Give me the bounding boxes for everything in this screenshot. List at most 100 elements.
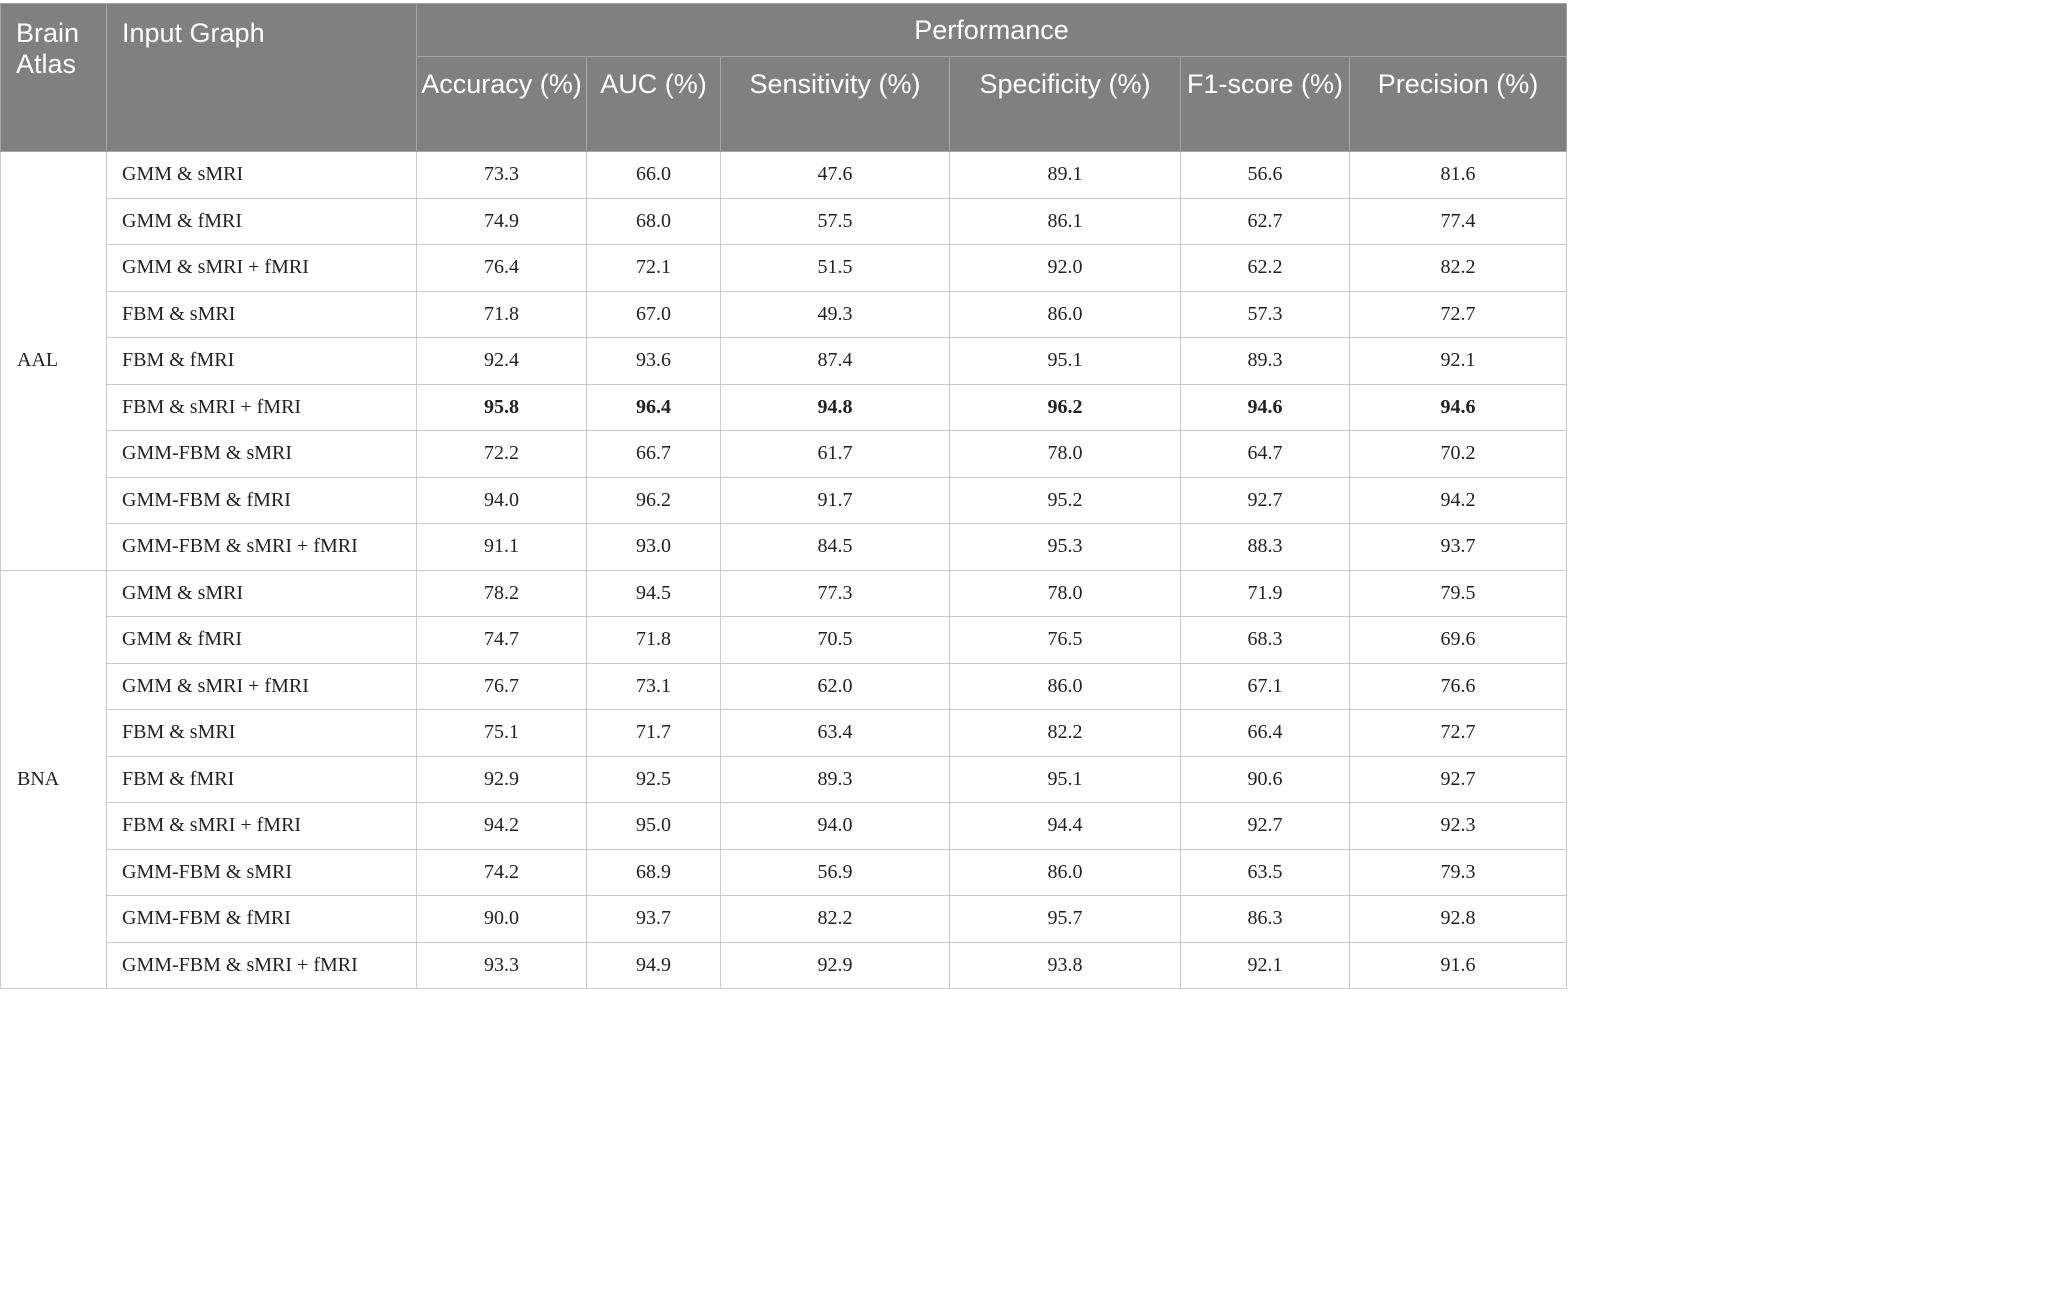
- metric-value-cell: 79.5: [1348, 569, 1568, 617]
- metric-value-cell: 94.2: [1348, 476, 1568, 524]
- table-row: GMM-FBM & sMRI + fMRI 91.1 93.0 84.5 95.3 88.…: [1, 523, 1568, 571]
- table-row: BNA GMM & sMRI 78.2 94.5 77.3 78.0 71.9 79.5: [0, 569, 1568, 989]
- metric-value-cell: 94.2: [416, 802, 587, 850]
- metric-value-cell: 81.6: [1348, 151, 1568, 199]
- header-sensitivity: Sensitivity (%): [720, 56, 950, 152]
- metric-value-cell: 74.9: [416, 197, 587, 245]
- metric-value-cell: 76.6: [1348, 662, 1568, 710]
- table-row: GMM-FBM & sMRI 74.2 68.9 56.9 86.0 63.5 79.3: [1, 848, 1568, 896]
- table-row: GMM & sMRI + fMRI 76.4 72.1 51.5 92.0 62.2 82.…: [1, 244, 1568, 292]
- metric-value-cell: 78.0: [949, 430, 1181, 478]
- metric-value-cell: 78.2: [416, 569, 587, 617]
- metric-value-cell: 92.4: [416, 337, 587, 385]
- metric-value-cell: 57.3: [1180, 290, 1350, 338]
- header-performance: Performance: [415, 3, 1568, 57]
- metric-value-cell: 94.4: [949, 802, 1181, 850]
- header-auc: AUC (%): [586, 56, 721, 152]
- metric-value-cell: 86.0: [949, 662, 1181, 710]
- metric-value-cell: 76.4: [416, 244, 587, 292]
- metric-value-cell: 93.7: [586, 895, 721, 943]
- table-row: FBM & sMRI + fMRI 94.2 95.0 94.0 94.4 92.7 92.…: [1, 802, 1568, 850]
- table-row: GMM-FBM & sMRI + fMRI 93.3 94.9 92.9 93.8 92.…: [1, 941, 1568, 989]
- metric-value-cell: 63.4: [720, 709, 950, 757]
- metric-value-cell: 68.9: [586, 848, 721, 896]
- header-f1-score: F1-score (%): [1180, 56, 1350, 152]
- metric-value-cell: 68.0: [586, 197, 721, 245]
- metric-value-cell: 76.7: [416, 662, 587, 710]
- metric-value-cell: 71.7: [586, 709, 721, 757]
- metric-value-cell: 94.0: [720, 802, 950, 850]
- metric-value-cell: 96.2: [949, 383, 1181, 431]
- table-row: GMM-FBM & fMRI 90.0 93.7 82.2 95.7 86.3 92.8: [1, 895, 1568, 943]
- metric-value-cell: 93.6: [586, 337, 721, 385]
- metric-value-cell: 69.6: [1348, 616, 1568, 664]
- input-graph-cell: GMM & sMRI: [106, 569, 417, 617]
- metric-value-cell: 63.5: [1180, 848, 1350, 896]
- table-header: Brain Atlas Input Graph Performance Accu…: [0, 3, 1568, 152]
- input-graph-cell: GMM & sMRI + fMRI: [106, 244, 417, 292]
- input-graph-cell: FBM & fMRI: [106, 337, 417, 385]
- metric-value-cell: 89.1: [949, 151, 1181, 199]
- metric-value-cell: 92.7: [1348, 755, 1568, 803]
- brain-atlas-cell: AAL: [0, 151, 107, 571]
- table-row: GMM-FBM & fMRI 94.0 96.2 91.7 95.2 92.7 94.2: [1, 476, 1568, 524]
- metric-value-cell: 86.3: [1180, 895, 1350, 943]
- input-graph-cell: GMM & fMRI: [106, 197, 417, 245]
- metric-value-cell: 89.3: [1180, 337, 1350, 385]
- metric-value-cell: 86.0: [949, 848, 1181, 896]
- table-row: GMM & sMRI + fMRI 76.7 73.1 62.0 86.0 67.1 76.…: [1, 662, 1568, 710]
- input-graph-cell: GMM-FBM & sMRI + fMRI: [106, 523, 417, 571]
- metric-value-cell: 67.1: [1180, 662, 1350, 710]
- metric-value-cell: 90.6: [1180, 755, 1350, 803]
- metric-value-cell: 56.9: [720, 848, 950, 896]
- metric-value-cell: 61.7: [720, 430, 950, 478]
- metric-value-cell: 91.6: [1348, 941, 1568, 989]
- header-specificity: Specificity (%): [949, 56, 1181, 152]
- metric-value-cell: 74.2: [416, 848, 587, 896]
- table-row: AAL GMM & sMRI 73.3 66.0 47.6 89.1 56.6 81.6: [0, 151, 1568, 571]
- metric-value-cell: 87.4: [720, 337, 950, 385]
- metric-value-cell: 75.1: [416, 709, 587, 757]
- metric-value-cell: 62.0: [720, 662, 950, 710]
- input-graph-cell: FBM & fMRI: [106, 755, 417, 803]
- metric-value-cell: 47.6: [720, 151, 950, 199]
- metric-value-cell: 88.3: [1180, 523, 1350, 571]
- metric-value-cell: 92.7: [1180, 476, 1350, 524]
- metric-value-cell: 95.8: [416, 383, 587, 431]
- metric-value-cell: 96.4: [586, 383, 721, 431]
- metric-value-cell: 86.0: [949, 290, 1181, 338]
- metric-value-cell: 66.4: [1180, 709, 1350, 757]
- metric-value-cell: 51.5: [720, 244, 950, 292]
- metric-value-cell: 86.1: [949, 197, 1181, 245]
- metric-value-cell: 92.7: [1180, 802, 1350, 850]
- metric-value-cell: 93.7: [1348, 523, 1568, 571]
- metric-value-cell: 66.7: [586, 430, 721, 478]
- metric-value-cell: 71.9: [1180, 569, 1350, 617]
- metric-value-cell: 68.3: [1180, 616, 1350, 664]
- header-brain-atlas: Brain Atlas: [0, 3, 107, 152]
- metric-value-cell: 94.8: [720, 383, 950, 431]
- metric-value-cell: 62.2: [1180, 244, 1350, 292]
- metric-value-cell: 95.0: [586, 802, 721, 850]
- metric-value-cell: 70.5: [720, 616, 950, 664]
- metric-value-cell: 73.3: [416, 151, 587, 199]
- input-graph-cell: GMM-FBM & sMRI: [106, 848, 417, 896]
- input-graph-cell: FBM & sMRI + fMRI: [106, 383, 417, 431]
- table-row: FBM & sMRI + fMRI 95.8 96.4 94.8 96.2 94.6 94.…: [1, 383, 1568, 431]
- input-graph-cell: GMM-FBM & sMRI: [106, 430, 417, 478]
- input-graph-cell: GMM & fMRI: [106, 616, 417, 664]
- metric-value-cell: 92.1: [1348, 337, 1568, 385]
- table-row: FBM & sMRI 71.8 67.0 49.3 86.0 57.3 72.7: [1, 290, 1568, 338]
- metric-value-cell: 84.5: [720, 523, 950, 571]
- input-graph-cell: FBM & sMRI + fMRI: [106, 802, 417, 850]
- metric-value-cell: 92.3: [1348, 802, 1568, 850]
- input-graph-cell: FBM & sMRI: [106, 709, 417, 757]
- input-graph-cell: GMM-FBM & fMRI: [106, 476, 417, 524]
- metric-value-cell: 95.2: [949, 476, 1181, 524]
- metric-value-cell: 93.3: [416, 941, 587, 989]
- header-input-graph: Input Graph: [106, 3, 417, 152]
- metric-value-cell: 57.5: [720, 197, 950, 245]
- metric-value-cell: 94.6: [1348, 383, 1568, 431]
- results-table: Brain Atlas Input Graph Performance Accu…: [0, 3, 1568, 989]
- metric-value-cell: 67.0: [586, 290, 721, 338]
